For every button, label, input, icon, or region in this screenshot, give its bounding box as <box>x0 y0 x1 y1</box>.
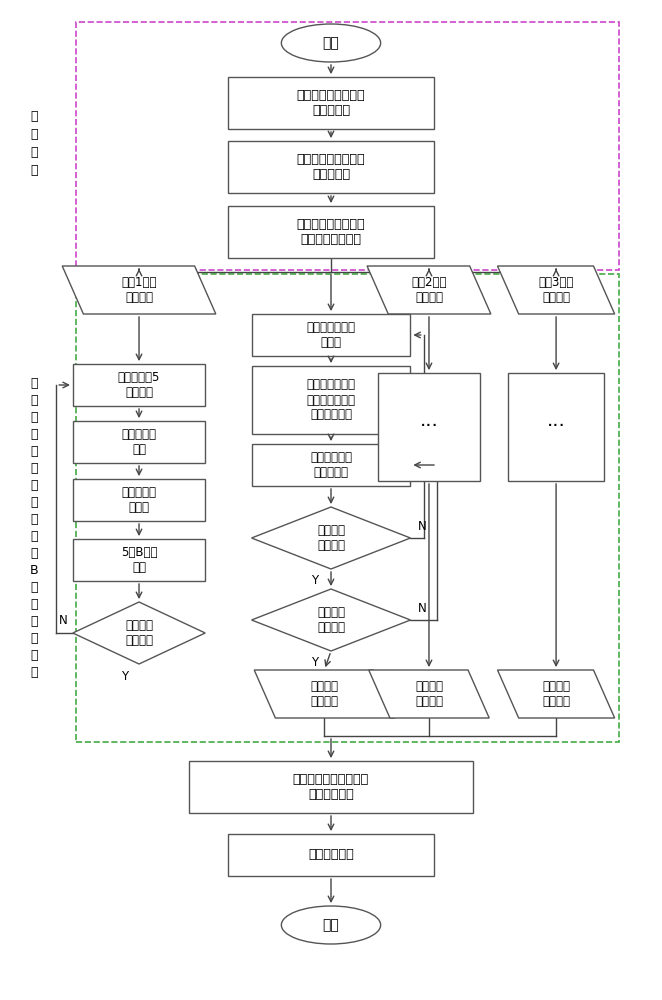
Ellipse shape <box>281 906 381 944</box>
Polygon shape <box>73 602 205 664</box>
Polygon shape <box>497 266 614 314</box>
FancyBboxPatch shape <box>252 444 410 486</box>
Polygon shape <box>252 507 410 569</box>
Text: 是否满足
限制条件: 是否满足 限制条件 <box>125 619 153 647</box>
FancyBboxPatch shape <box>252 314 410 356</box>
FancyBboxPatch shape <box>508 373 604 481</box>
FancyBboxPatch shape <box>73 364 205 406</box>
Text: 输出最优
时间节点: 输出最优 时间节点 <box>542 680 570 708</box>
Text: Y: Y <box>311 574 318 587</box>
Text: Y: Y <box>311 657 318 670</box>
FancyBboxPatch shape <box>228 834 434 876</box>
Text: 输出最优
时间节点: 输出最优 时间节点 <box>415 680 443 708</box>
Polygon shape <box>367 266 491 314</box>
Text: 计算各个粒子的
适应度: 计算各个粒子的 适应度 <box>307 321 355 349</box>
Polygon shape <box>252 589 410 651</box>
Text: ···: ··· <box>547 418 565 436</box>
Text: 初始化时间
节点: 初始化时间 节点 <box>122 428 156 456</box>
Text: 输出最优
时间节点: 输出最优 时间节点 <box>310 680 338 708</box>
Polygon shape <box>62 266 216 314</box>
Text: 结束: 结束 <box>322 918 340 932</box>
Text: N: N <box>58 614 68 628</box>
Text: 是否满足
限制条件: 是否满足 限制条件 <box>317 524 345 552</box>
Text: 是否满足
终止条件: 是否满足 终止条件 <box>317 606 345 634</box>
FancyBboxPatch shape <box>377 373 480 481</box>
Text: Y: Y <box>121 670 128 683</box>
FancyBboxPatch shape <box>189 761 473 813</box>
Text: 初始化粒子
群个数: 初始化粒子 群个数 <box>122 486 156 514</box>
Text: 5次B样条
插值: 5次B样条 插值 <box>120 546 158 574</box>
FancyBboxPatch shape <box>73 479 205 521</box>
Text: 目
标
采
集: 目 标 采 集 <box>30 109 38 176</box>
Text: 基
于
分
数
阶
粒
子
群
算
法
的
B
样
条
轨
迹
规
划: 基 于 分 数 阶 粒 子 群 算 法 的 B 样 条 轨 迹 规 划 <box>30 377 39 679</box>
Text: 视觉采集得到目标物
体中心坐标: 视觉采集得到目标物 体中心坐标 <box>297 89 365 117</box>
Polygon shape <box>254 670 395 718</box>
Text: 关节2起始
与终止点: 关节2起始 与终止点 <box>411 276 447 304</box>
FancyBboxPatch shape <box>228 206 434 258</box>
Polygon shape <box>369 670 489 718</box>
Text: 由像素坐标转换到机
器人基坐标: 由像素坐标转换到机 器人基坐标 <box>297 153 365 181</box>
Text: 求取过渡的5
个中间点: 求取过渡的5 个中间点 <box>118 371 160 399</box>
FancyBboxPatch shape <box>73 539 205 581</box>
Text: 完成既定运动: 完成既定运动 <box>308 848 354 861</box>
Text: 更新各粒子的
位置和速度: 更新各粒子的 位置和速度 <box>310 451 352 479</box>
Text: 比较各适应度大
小，计算个体极
值和全局极值: 比较各适应度大 小，计算个体极 值和全局极值 <box>307 378 355 422</box>
Polygon shape <box>497 670 614 718</box>
Text: ···: ··· <box>420 418 438 436</box>
FancyBboxPatch shape <box>73 421 205 463</box>
Text: 关节1起始
与终止点: 关节1起始 与终止点 <box>121 276 157 304</box>
Text: N: N <box>418 601 427 614</box>
Text: N: N <box>418 519 427 532</box>
FancyBboxPatch shape <box>252 366 410 434</box>
Text: 关节3起始
与终止点: 关节3起始 与终止点 <box>538 276 574 304</box>
Text: 开始: 开始 <box>322 36 340 50</box>
Text: 由笛卡尔空间目标位
置转换到关节空间: 由笛卡尔空间目标位 置转换到关节空间 <box>297 218 365 246</box>
Ellipse shape <box>281 24 381 62</box>
FancyBboxPatch shape <box>228 141 434 193</box>
Text: 二维模糊算法寻找对应
最优时间节点: 二维模糊算法寻找对应 最优时间节点 <box>293 773 369 801</box>
FancyBboxPatch shape <box>228 77 434 129</box>
